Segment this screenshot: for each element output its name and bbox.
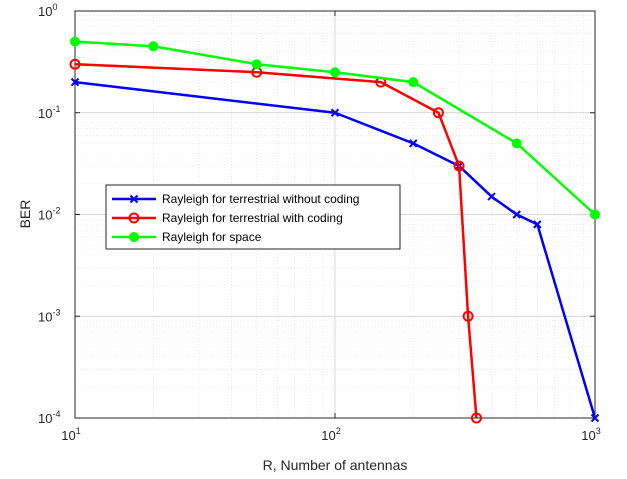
x-axis-label: R, Number of antennas — [263, 457, 408, 473]
data-point — [70, 36, 80, 47]
data-point — [330, 108, 340, 117]
data-point — [408, 77, 419, 88]
y-tick-label: 100 — [38, 2, 57, 19]
legend-item-2: Rayleigh for terrestrial with coding — [112, 211, 343, 225]
legend-swatch-marker — [128, 212, 140, 224]
legend-label: Rayleigh for space — [162, 230, 262, 244]
data-point — [432, 107, 444, 119]
x-tick-label: 102 — [321, 426, 340, 443]
data-point — [590, 209, 600, 220]
legend: Rayleigh for terrestrial without coding R… — [105, 184, 401, 250]
legend-item-3: Rayleigh for space — [112, 230, 262, 244]
y-tick-label: 10-4 — [38, 409, 60, 426]
data-point — [590, 413, 600, 423]
x-tick-label: 101 — [61, 426, 80, 443]
legend-label: Rayleigh for terrestrial without coding — [162, 192, 359, 206]
minor-grid — [75, 11, 595, 418]
legend-swatch-marker — [129, 232, 139, 242]
series-3 — [70, 36, 600, 220]
data-point — [487, 192, 496, 201]
legend-swatch-marker — [129, 194, 139, 204]
data-point — [470, 412, 482, 424]
series-1 — [70, 77, 600, 423]
series-line — [74, 62, 478, 419]
data-point — [409, 139, 418, 148]
data-point — [511, 138, 522, 149]
data-point — [69, 58, 81, 70]
data-point — [70, 77, 80, 87]
data-point — [453, 160, 465, 172]
y-tick-label: 10-2 — [38, 206, 60, 223]
data-point — [330, 67, 340, 78]
legend-item-1: Rayleigh for terrestrial without coding — [112, 192, 359, 206]
x-ticks: 101 102 103 — [61, 11, 601, 443]
series-line — [74, 80, 597, 419]
data-point — [148, 41, 159, 52]
x-tick-label: 103 — [581, 426, 600, 443]
data-point — [512, 210, 521, 219]
y-tick-label: 10-3 — [38, 307, 60, 324]
legend-label: Rayleigh for terrestrial with coding — [162, 211, 343, 225]
y-tick-label: 10-1 — [38, 104, 60, 121]
data-point — [462, 310, 474, 322]
series-group — [69, 36, 600, 424]
data-point — [251, 59, 262, 70]
data-point — [533, 220, 542, 229]
y-axis-label: BER — [17, 200, 33, 229]
